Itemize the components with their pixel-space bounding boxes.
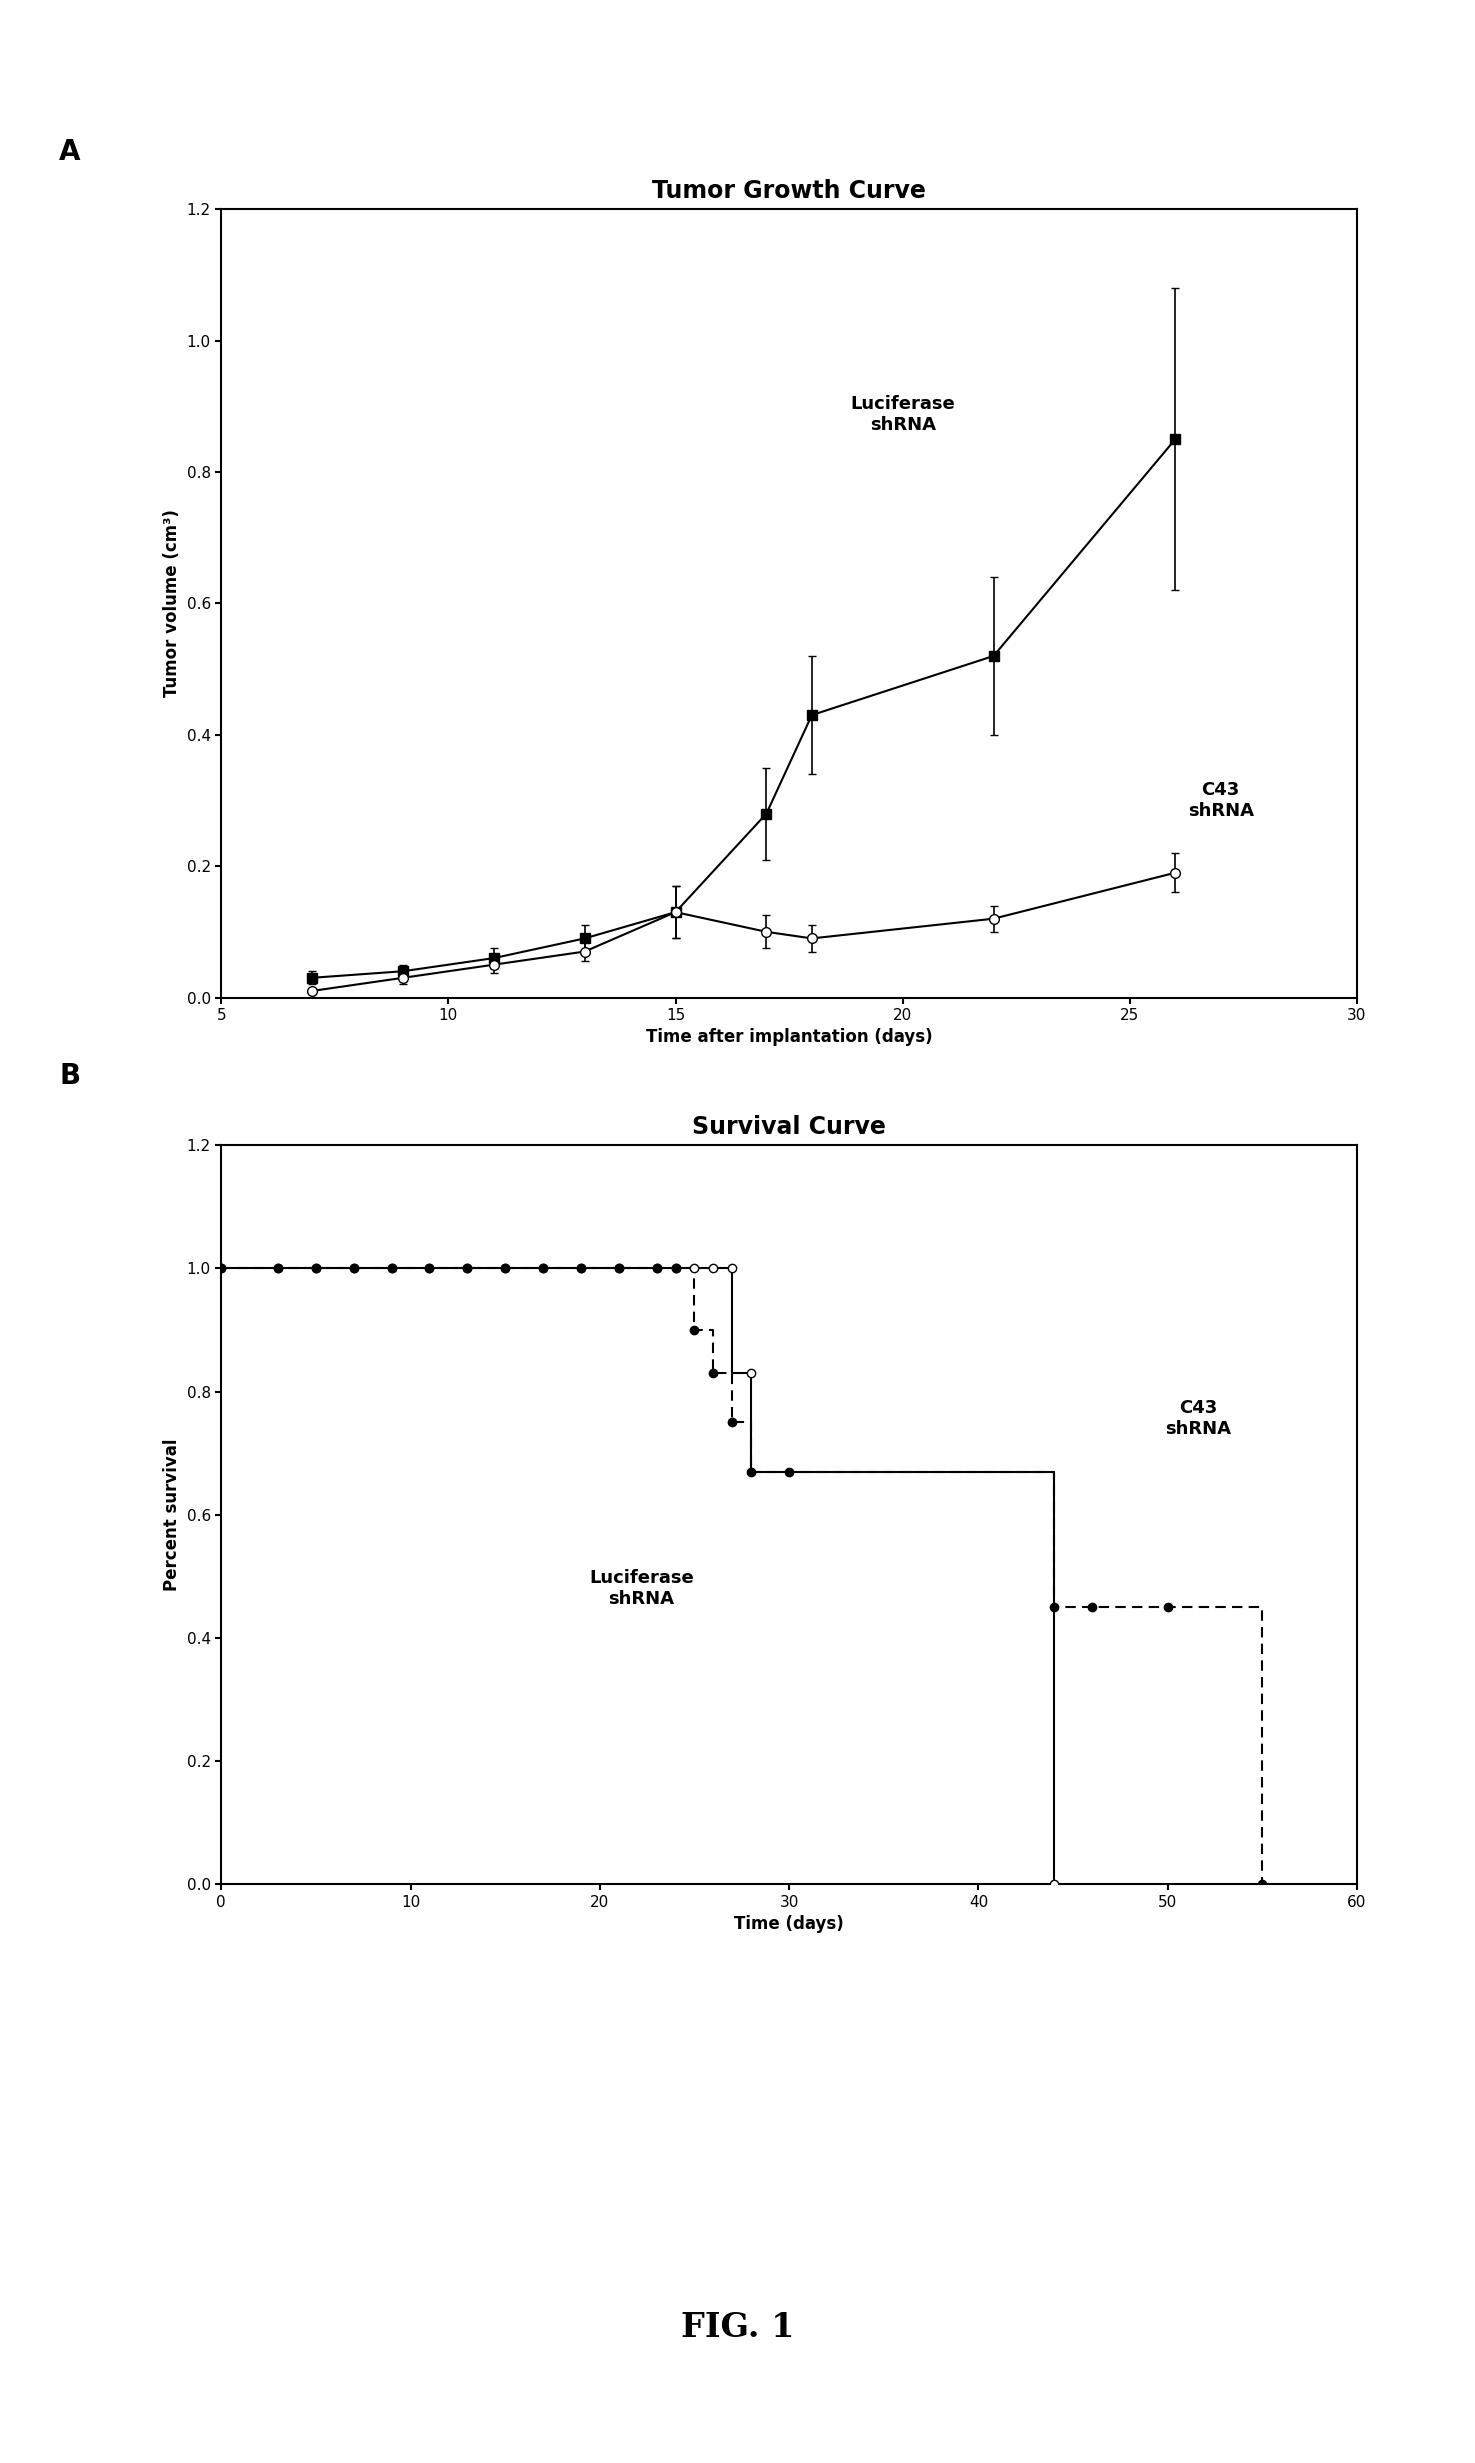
X-axis label: Time after implantation (days): Time after implantation (days) [646,1030,932,1047]
Title: Tumor Growth Curve: Tumor Growth Curve [652,180,926,204]
Y-axis label: Percent survival: Percent survival [164,1438,181,1591]
Y-axis label: Tumor volume (cm³): Tumor volume (cm³) [164,510,181,697]
Text: Luciferase
shRNA: Luciferase shRNA [589,1569,693,1608]
Text: A: A [59,138,81,165]
Text: C43
shRNA: C43 shRNA [1165,1399,1232,1438]
X-axis label: Time (days): Time (days) [735,1916,844,1933]
Title: Survival Curve: Survival Curve [692,1116,886,1140]
Text: FIG. 1: FIG. 1 [681,2310,794,2345]
Text: C43
shRNA: C43 shRNA [1187,781,1254,820]
Text: Luciferase
shRNA: Luciferase shRNA [850,394,956,433]
Text: B: B [59,1062,80,1089]
